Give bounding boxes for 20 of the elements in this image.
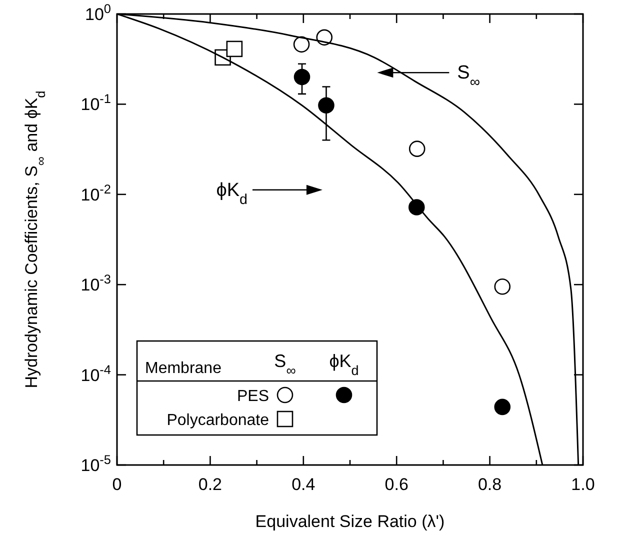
y-tick-label: 10$^{-3}$: [80, 271, 111, 295]
legend-title: Membrane: [145, 360, 222, 377]
x-tick-label: 0.8: [478, 475, 502, 494]
text: 1.0: [571, 475, 595, 494]
y-tick-label: 10$^{0}$: [84, 0, 111, 24]
legend-label: Polycarbonate: [166, 412, 270, 429]
x-axis-title: Equivalent Size Ratio (λ'): [255, 512, 445, 531]
annotation: ϕK$_{d}$: [216, 180, 248, 208]
x-tick-label: 0: [112, 475, 122, 494]
annotation: S$_{∞}$: [274, 351, 296, 378]
x-tick-label: 0.2: [198, 475, 222, 494]
annotation: ϕK$_{d}$: [329, 351, 359, 378]
x-tick-label: 0.6: [384, 475, 408, 494]
y-tick-label: 10$^{-4}$: [80, 361, 111, 385]
legend-label: PES: [236, 388, 269, 405]
y-tick-label: 10$^{-5}$: [80, 452, 111, 475]
x-tick-label: 0.4: [292, 475, 316, 494]
annotation: S$_{∞}$: [457, 62, 480, 91]
y-tick-label: 10$^{-2}$: [80, 180, 111, 204]
y-tick-label: 10$^{-1}$: [80, 90, 111, 114]
